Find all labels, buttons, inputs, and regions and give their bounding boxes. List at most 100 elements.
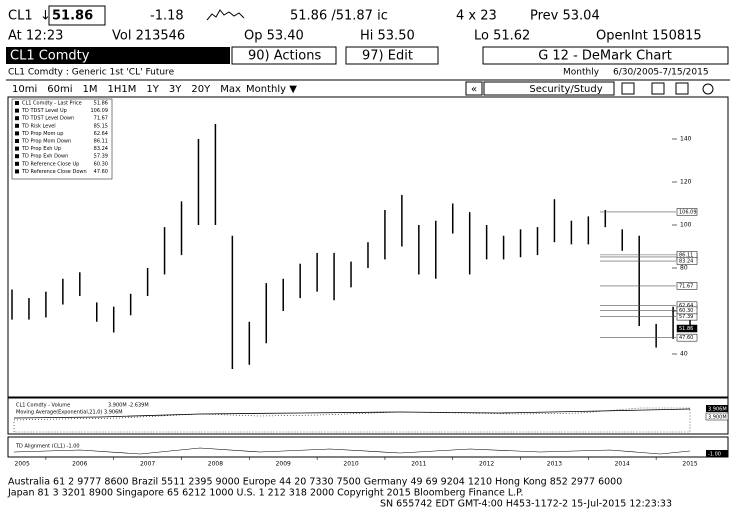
legend-swatch	[15, 101, 19, 105]
footer-line: Australia 61 2 9777 8600 Brazil 5511 239…	[8, 477, 622, 488]
icon-zoom[interactable]	[675, 82, 689, 95]
sparkline	[206, 9, 245, 21]
back-button[interactable]	[465, 81, 483, 96]
vol-tag: 3.900M	[708, 415, 727, 421]
range-button[interactable]: 60mi	[47, 84, 72, 95]
range-button[interactable]: 20Y	[191, 84, 211, 95]
frequency[interactable]: Monthly ▼	[246, 84, 297, 95]
legend-swatch	[15, 139, 19, 143]
legend-value: 60.30	[94, 161, 108, 167]
td-title: TD Alignment (CL1) -1.00	[15, 444, 80, 450]
x-tick-label: 2014	[615, 461, 630, 468]
tag	[706, 405, 728, 412]
level-tag	[676, 208, 698, 216]
level-tag-label: 106.09	[679, 209, 697, 215]
legend-name: CL1 Comdty - Last Price	[22, 101, 82, 107]
legend-value: 47.60	[94, 169, 108, 175]
time: At 12:23	[8, 29, 63, 44]
ma-tag: 3.906M	[708, 407, 727, 413]
volume-bars	[13, 407, 691, 433]
period: Monthly	[563, 68, 600, 78]
toolbar: 10mi 60mi 1M 1H1M 1Y 3Y 20Y Max	[12, 84, 241, 95]
actions-label[interactable]: 90) Actions	[248, 49, 321, 64]
legend-swatch	[15, 146, 19, 151]
level-tag-label: 71.67	[679, 283, 693, 289]
range-button[interactable]: 1Y	[146, 84, 159, 95]
footer: Australia 61 2 9777 8600 Brazil 5511 239…	[7, 477, 672, 510]
volume-values: 3.900M -2.639M	[108, 403, 149, 409]
td-panel	[7, 436, 729, 458]
y-tick-label: 40	[680, 351, 688, 358]
ticker: CL1	[8, 9, 33, 24]
y-tick-label: 140	[680, 136, 692, 143]
legend-name: TD Prop Exh Down	[21, 154, 68, 160]
legend-value: 86.11	[94, 139, 108, 145]
range-button[interactable]: Max	[220, 84, 241, 95]
security-bar	[6, 47, 230, 64]
study-button[interactable]	[483, 81, 615, 96]
study-label[interactable]: Security/Study	[529, 84, 602, 95]
tag	[706, 450, 728, 457]
ma-label: Moving Average(Exponential,21,0) 3.906M	[16, 410, 123, 416]
legend-swatch	[15, 169, 19, 174]
security[interactable]: CL1 Comdty	[10, 49, 90, 64]
last-box	[48, 5, 106, 26]
level-tag-label: 51.86	[679, 326, 693, 332]
level-tag	[676, 324, 698, 333]
level-tag-label: 57.39	[679, 314, 693, 320]
x-tick-label: 2012	[479, 461, 494, 468]
legend-value: 51.86	[94, 101, 108, 107]
legend-name: TD Reference Close Up	[21, 161, 79, 167]
back-label[interactable]: «	[471, 84, 477, 95]
legend-value: 71.67	[94, 116, 108, 122]
legend-name: TD TDST Level Up	[21, 108, 67, 114]
x-tick-label: 2010	[343, 461, 358, 468]
legend-value: 85.15	[94, 123, 108, 129]
volume: Vol 213546	[112, 29, 185, 44]
level-tag-label: 47.60	[679, 335, 693, 341]
y-tick-label: 80	[680, 265, 688, 272]
legend-swatch	[15, 116, 19, 121]
open-interest: OpenInt 150815	[596, 29, 702, 44]
level-tag-label: 62.64	[679, 303, 693, 309]
level-tag-label: 86.11	[679, 252, 693, 258]
x-tick-label: 2011	[411, 461, 426, 468]
low: Lo 51.62	[474, 29, 530, 44]
legend-swatch	[15, 154, 19, 159]
bid-ask: 51.86 /51.87 ic	[290, 9, 388, 24]
prev: Prev 53.04	[530, 9, 600, 24]
tag	[705, 412, 729, 421]
legend-name: TD Prop Exh Up	[21, 146, 61, 152]
x-tick-label: 2006	[72, 461, 87, 468]
actions-button[interactable]	[231, 46, 337, 65]
price-panel	[7, 96, 729, 398]
legend-name: TD Prop Mom Down	[21, 139, 71, 145]
legend-name: TD Risk Level	[21, 123, 56, 129]
edit-button[interactable]	[345, 46, 439, 65]
date-range: 6/30/2005-7/15/2015	[613, 68, 709, 78]
td-tag: -1.00	[708, 452, 721, 458]
icon-flag[interactable]	[621, 82, 635, 95]
legend-value: 83.24	[94, 146, 108, 152]
x-tick-label: 2005	[15, 461, 30, 468]
legend-swatch	[15, 161, 19, 166]
high: Hi 53.50	[360, 29, 415, 44]
function-name: G 12 - DeMark Chart	[538, 49, 672, 64]
arrow: ↓	[40, 9, 51, 24]
volume-title: CL1 Comdty - Volume	[16, 403, 70, 409]
legend-swatch	[15, 131, 19, 136]
range-button[interactable]: 10mi	[12, 84, 37, 95]
description: CL1 Comdty : Generic 1st 'CL' Future	[8, 68, 175, 78]
change: -1.18	[150, 9, 184, 24]
range-button[interactable]: 3Y	[169, 84, 182, 95]
range-button[interactable]: 1M	[83, 84, 98, 95]
x-tick-label: 2013	[547, 461, 562, 468]
icon-settings[interactable]	[702, 83, 714, 95]
icon-flag[interactable]	[651, 82, 665, 95]
edit-label[interactable]: 97) Edit	[362, 49, 413, 64]
range-button[interactable]: 1H1M	[108, 84, 137, 95]
y-tick-label: 100	[680, 222, 692, 229]
legend-value: 57.39	[94, 154, 108, 160]
